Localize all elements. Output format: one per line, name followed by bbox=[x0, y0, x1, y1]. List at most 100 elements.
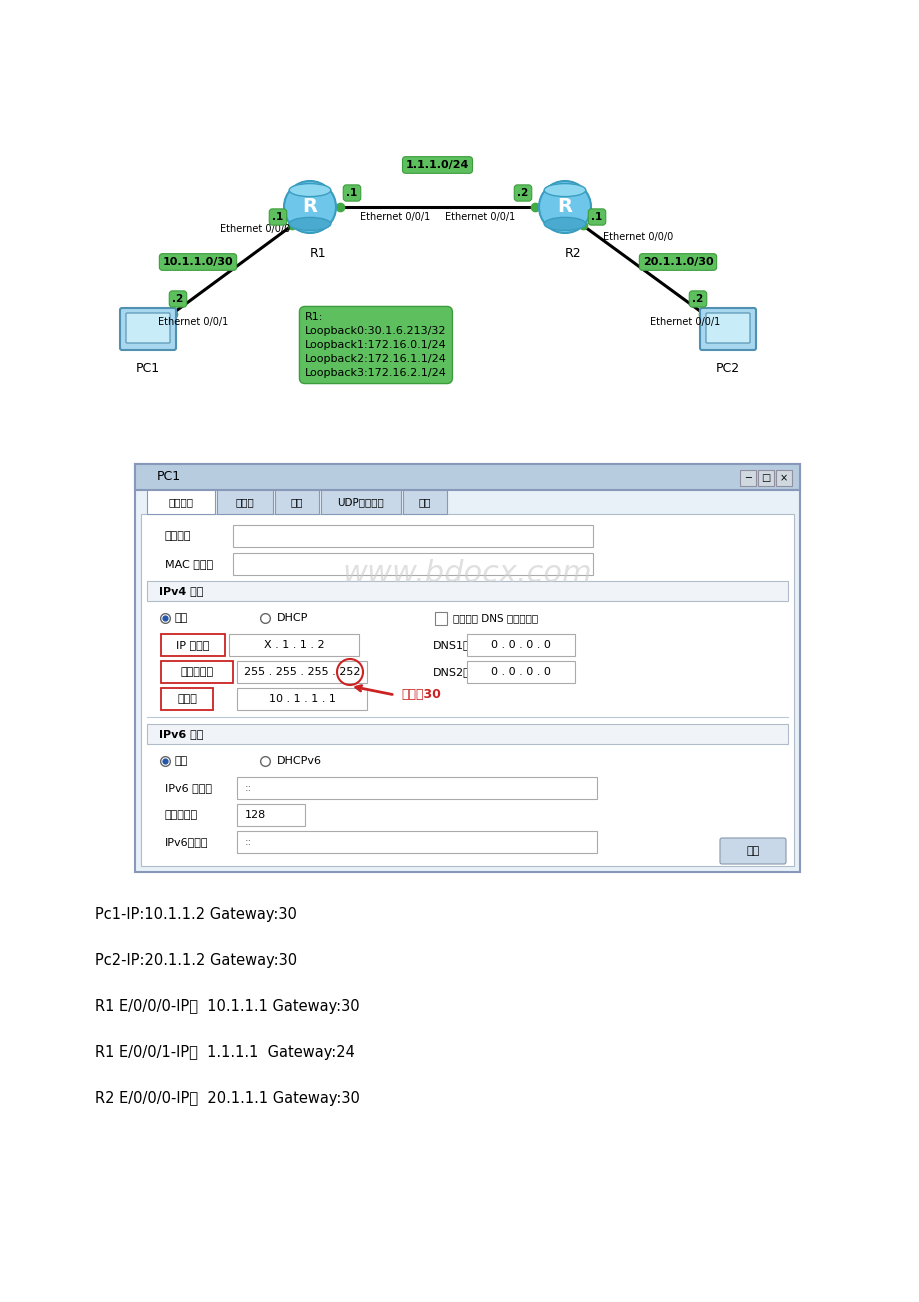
Text: 串口: 串口 bbox=[418, 497, 431, 506]
Ellipse shape bbox=[544, 184, 585, 197]
FancyBboxPatch shape bbox=[229, 634, 358, 656]
FancyBboxPatch shape bbox=[233, 553, 593, 575]
Text: IPv6 配置: IPv6 配置 bbox=[159, 729, 203, 740]
Text: □: □ bbox=[761, 473, 770, 483]
FancyBboxPatch shape bbox=[161, 661, 233, 684]
FancyBboxPatch shape bbox=[467, 661, 574, 684]
Text: 组播: 组播 bbox=[290, 497, 303, 506]
Text: DNS2：: DNS2： bbox=[433, 667, 471, 677]
Text: 子网掩码：: 子网掩码： bbox=[180, 667, 213, 677]
Text: ×: × bbox=[779, 473, 788, 483]
Text: .2: .2 bbox=[692, 294, 703, 303]
Text: .1: .1 bbox=[346, 187, 357, 198]
FancyBboxPatch shape bbox=[403, 490, 447, 514]
FancyBboxPatch shape bbox=[161, 687, 213, 710]
FancyBboxPatch shape bbox=[467, 634, 574, 656]
FancyBboxPatch shape bbox=[135, 464, 800, 490]
Circle shape bbox=[539, 181, 590, 233]
Text: DHCP: DHCP bbox=[277, 613, 308, 622]
Text: .1: .1 bbox=[272, 212, 283, 223]
FancyBboxPatch shape bbox=[739, 470, 755, 486]
Text: .1: .1 bbox=[591, 212, 602, 223]
Text: ::: :: bbox=[244, 783, 252, 793]
Text: 自动获取 DNS 服务器地址: 自动获取 DNS 服务器地址 bbox=[452, 613, 538, 622]
Text: IPv4 配置: IPv4 配置 bbox=[159, 586, 203, 596]
Text: Ethernet 0/0/1: Ethernet 0/0/1 bbox=[649, 316, 720, 327]
Text: DHCPv6: DHCPv6 bbox=[277, 756, 322, 766]
FancyBboxPatch shape bbox=[237, 831, 596, 853]
Text: R: R bbox=[302, 198, 317, 216]
FancyBboxPatch shape bbox=[435, 612, 447, 625]
FancyBboxPatch shape bbox=[699, 309, 755, 350]
Text: 20.1.1.0/30: 20.1.1.0/30 bbox=[642, 256, 712, 267]
Text: R: R bbox=[557, 198, 572, 216]
Text: Ethernet 0/0/0: Ethernet 0/0/0 bbox=[220, 224, 289, 234]
Circle shape bbox=[284, 181, 335, 233]
Text: 前缀长度：: 前缀长度： bbox=[165, 810, 198, 820]
Text: DNS1：: DNS1： bbox=[433, 641, 471, 650]
Text: 0 . 0 . 0 . 0: 0 . 0 . 0 . 0 bbox=[491, 641, 550, 650]
Text: R1:
Loopback0:30.1.6.213/32
Loopback1:172.16.0.1/24
Loopback2:172.16.1.1/24
Loop: R1: Loopback0:30.1.6.213/32 Loopback1:17… bbox=[305, 312, 447, 378]
FancyBboxPatch shape bbox=[161, 634, 225, 656]
Text: R1 E/0/0/1-IP：  1.1.1.1  Gateway:24: R1 E/0/0/1-IP： 1.1.1.1 Gateway:24 bbox=[95, 1044, 355, 1060]
Ellipse shape bbox=[289, 217, 331, 230]
Text: IP 地址：: IP 地址： bbox=[176, 641, 210, 650]
Text: X . 1 . 1 . 2: X . 1 . 1 . 2 bbox=[264, 641, 324, 650]
Text: 255 . 255 . 255 . 252: 255 . 255 . 255 . 252 bbox=[244, 667, 360, 677]
Text: www.bdocx.com: www.bdocx.com bbox=[342, 560, 592, 589]
Text: PC2: PC2 bbox=[715, 362, 739, 375]
Text: 0 . 0 . 0 . 0: 0 . 0 . 0 . 0 bbox=[491, 667, 550, 677]
FancyBboxPatch shape bbox=[705, 312, 749, 342]
Text: 命令行: 命令行 bbox=[235, 497, 254, 506]
Ellipse shape bbox=[289, 184, 331, 197]
FancyBboxPatch shape bbox=[237, 777, 596, 799]
Text: Pc1-IP:10.1.1.2 Gateway:30: Pc1-IP:10.1.1.2 Gateway:30 bbox=[95, 906, 297, 922]
FancyBboxPatch shape bbox=[775, 470, 791, 486]
Text: UDP发包工具: UDP发包工具 bbox=[337, 497, 384, 506]
FancyBboxPatch shape bbox=[217, 490, 273, 514]
Text: MAC 地址：: MAC 地址： bbox=[165, 559, 213, 569]
Text: PC1: PC1 bbox=[136, 362, 160, 375]
Text: R2 E/0/0/0-IP：  20.1.1.1 Gateway:30: R2 E/0/0/0-IP： 20.1.1.1 Gateway:30 bbox=[95, 1091, 359, 1105]
FancyBboxPatch shape bbox=[147, 581, 788, 602]
Text: 应用: 应用 bbox=[745, 846, 759, 855]
FancyBboxPatch shape bbox=[237, 805, 305, 825]
FancyBboxPatch shape bbox=[720, 838, 785, 865]
FancyBboxPatch shape bbox=[135, 464, 800, 872]
Text: R1: R1 bbox=[310, 247, 326, 260]
FancyBboxPatch shape bbox=[147, 490, 215, 514]
FancyBboxPatch shape bbox=[233, 525, 593, 547]
Text: 据码：30: 据码：30 bbox=[401, 689, 440, 702]
FancyBboxPatch shape bbox=[757, 470, 773, 486]
Text: 1.1.1.0/24: 1.1.1.0/24 bbox=[405, 160, 469, 171]
Text: IPv6 地址：: IPv6 地址： bbox=[165, 783, 211, 793]
Text: 128: 128 bbox=[244, 810, 266, 820]
FancyBboxPatch shape bbox=[237, 687, 367, 710]
Text: Ethernet 0/0/0: Ethernet 0/0/0 bbox=[602, 232, 673, 242]
Text: Pc2-IP:20.1.1.2 Gateway:30: Pc2-IP:20.1.1.2 Gateway:30 bbox=[95, 953, 297, 967]
Text: PC1: PC1 bbox=[157, 470, 181, 483]
Text: ─: ─ bbox=[744, 473, 750, 483]
Text: 基础配置: 基础配置 bbox=[168, 497, 193, 506]
Text: Ethernet 0/0/1: Ethernet 0/0/1 bbox=[359, 212, 430, 223]
FancyBboxPatch shape bbox=[119, 309, 176, 350]
FancyBboxPatch shape bbox=[147, 724, 788, 743]
Text: 静态: 静态 bbox=[175, 613, 188, 622]
FancyBboxPatch shape bbox=[126, 312, 170, 342]
FancyBboxPatch shape bbox=[237, 661, 367, 684]
Text: IPv6网关：: IPv6网关： bbox=[165, 837, 209, 848]
FancyBboxPatch shape bbox=[321, 490, 401, 514]
Text: Ethernet 0/0/1: Ethernet 0/0/1 bbox=[158, 316, 228, 327]
Text: .2: .2 bbox=[516, 187, 528, 198]
Text: 网关：: 网关： bbox=[176, 694, 197, 704]
Ellipse shape bbox=[544, 217, 585, 230]
Text: ::: :: bbox=[244, 837, 252, 848]
Text: 主机名：: 主机名： bbox=[165, 531, 191, 542]
Text: 静态: 静态 bbox=[175, 756, 188, 766]
Text: R1 E/0/0/0-IP：  10.1.1.1 Gateway:30: R1 E/0/0/0-IP： 10.1.1.1 Gateway:30 bbox=[95, 999, 359, 1013]
FancyBboxPatch shape bbox=[141, 514, 793, 866]
Text: .2: .2 bbox=[172, 294, 184, 303]
Text: 10 . 1 . 1 . 1: 10 . 1 . 1 . 1 bbox=[268, 694, 335, 704]
FancyBboxPatch shape bbox=[275, 490, 319, 514]
Text: R2: R2 bbox=[564, 247, 581, 260]
